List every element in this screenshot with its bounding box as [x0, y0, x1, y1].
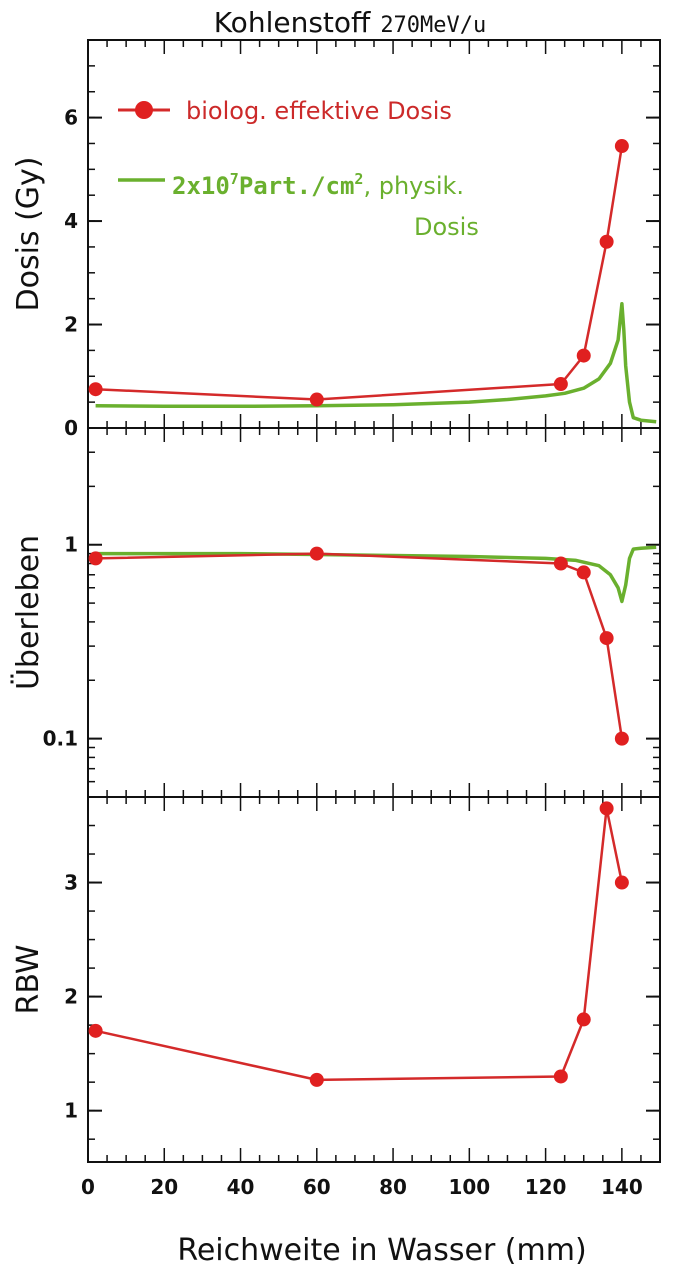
data-point	[553, 556, 568, 571]
x-tick-label: 120	[525, 1175, 567, 1199]
legend-red-marker	[135, 101, 153, 119]
legend-green-sup: 7	[230, 170, 239, 188]
y-axis-title: RBW	[11, 944, 46, 1014]
legend-green-line2: Dosis	[414, 213, 479, 241]
y-tick-label: 1	[64, 533, 78, 557]
x-tick-label: 20	[150, 1175, 178, 1199]
data-point	[614, 139, 629, 154]
x-tick-label: 80	[379, 1175, 407, 1199]
data-point	[576, 1012, 591, 1027]
legend-green-part1: 2x10	[172, 172, 230, 200]
legend-green-part2: Part./cm	[239, 172, 355, 200]
y-axis-title: Überleben	[10, 535, 46, 690]
y-tick-label: 4	[64, 209, 78, 233]
y-tick-label: 2	[64, 985, 78, 1009]
x-axis-title: Reichweite in Wasser (mm)	[177, 1233, 586, 1268]
legend-green-label: 2x107Part./cm2, physik.	[172, 170, 464, 200]
legend-red-label: biolog. effektive Dosis	[186, 97, 452, 125]
legend-green-sup2: 2	[354, 170, 363, 188]
x-tick-label: 60	[303, 1175, 331, 1199]
y-tick-label: 6	[64, 106, 78, 130]
data-point	[553, 1069, 568, 1084]
x-tick-label: 40	[227, 1175, 255, 1199]
y-tick-label: 0	[64, 416, 78, 440]
data-point	[576, 565, 591, 580]
panel-bottom: 1 2 3 0 20 40 60 80 100 120 140 RBW	[11, 796, 661, 1199]
chart-title-energy: 270MeV/u	[380, 13, 487, 38]
data-point	[88, 382, 103, 397]
data-point	[88, 1023, 103, 1038]
data-point	[576, 348, 591, 363]
panel-top: 0 2 4 6 Dosis (Gy)	[11, 39, 661, 440]
x-tick-label: 100	[448, 1175, 490, 1199]
series-physical-dose-line	[95, 302, 657, 424]
data-point	[553, 377, 568, 392]
data-point	[309, 392, 324, 407]
data-point	[614, 875, 629, 890]
y-tick-label: 0.1	[43, 727, 78, 751]
panel-frame	[87, 796, 661, 1163]
legend: biolog. effektive Dosis 2x107Part./cm2, …	[118, 97, 479, 241]
y-tick-label: 1	[64, 1099, 78, 1123]
data-point	[599, 631, 614, 646]
x-tick-label: 0	[81, 1175, 95, 1199]
legend-green-part3: , physik.	[363, 172, 464, 200]
panel-middle: 0.1 1 Überleben	[10, 427, 661, 798]
data-point	[599, 801, 614, 816]
data-point	[309, 1072, 324, 1087]
panel-frame	[87, 427, 661, 798]
data-point	[599, 234, 614, 249]
data-point	[614, 731, 629, 746]
series-biological-line	[95, 552, 624, 739]
data-point	[88, 551, 103, 566]
series-biological-line	[95, 807, 624, 1082]
chart-title-main: Kohlenstoff	[213, 6, 371, 39]
series-biological-line	[95, 145, 624, 401]
chart-title: Kohlenstoff 270MeV/u	[0, 6, 700, 39]
y-tick-label: 2	[64, 313, 78, 337]
data-point	[309, 546, 324, 561]
y-tick-label: 3	[64, 871, 78, 895]
y-axis-title: Dosis (Gy)	[11, 157, 46, 312]
x-tick-label: 140	[601, 1175, 643, 1199]
